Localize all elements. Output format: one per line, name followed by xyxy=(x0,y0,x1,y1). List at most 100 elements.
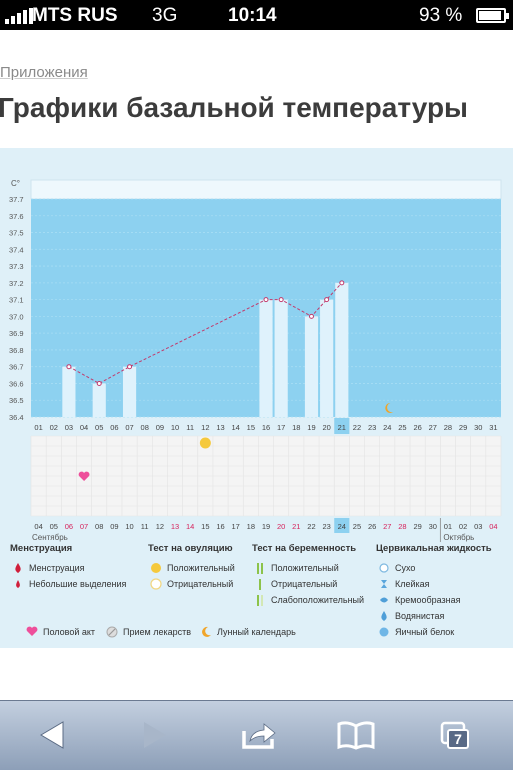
temperature-bar xyxy=(122,366,137,417)
temperature-bar xyxy=(62,366,76,417)
bottom-axis-day-label: 12 xyxy=(156,522,164,531)
legend-ovulation: Тест на овуляцию Положительный Отрицател… xyxy=(148,543,235,590)
legend-medication: Прием лекарств xyxy=(104,626,191,638)
breadcrumb[interactable]: Приложения xyxy=(0,64,88,81)
bookmarks-button[interactable] xyxy=(334,715,378,755)
temperature-bar xyxy=(92,383,106,417)
carrier-label: MTS RUS xyxy=(32,5,118,26)
back-icon xyxy=(40,721,64,749)
pill-icon xyxy=(104,626,120,638)
sun-filled-icon xyxy=(148,562,164,574)
dry-icon xyxy=(376,563,392,573)
y-tick-label: 37.4 xyxy=(9,245,24,254)
y-tick-label: 36.9 xyxy=(9,329,24,338)
forward-icon xyxy=(144,722,166,748)
bottom-axis-day-label: 24 xyxy=(338,522,346,531)
bottom-axis-day-label: 07 xyxy=(80,522,88,531)
moon-marker xyxy=(385,403,394,413)
bottom-axis-day-label: 16 xyxy=(216,522,224,531)
temperature-point xyxy=(278,297,284,303)
drop-icon xyxy=(10,563,26,573)
legend-intercourse: Половой акт xyxy=(24,626,95,637)
top-axis-day-label: 08 xyxy=(141,423,149,432)
top-axis-day-label: 17 xyxy=(277,423,285,432)
legend-menstruation: Менструация Менструация Небольшие выделе… xyxy=(10,543,127,589)
top-axis-day-label: 11 xyxy=(186,423,194,432)
bottom-axis-day-label: 04 xyxy=(34,522,42,531)
top-axis-day-label: 18 xyxy=(292,423,300,432)
y-tick-label: 37.7 xyxy=(9,195,24,204)
network-label: 3G xyxy=(152,5,178,26)
bottom-axis-day-label: 03 xyxy=(474,522,482,531)
bbt-chart: 37.7 37.6 37.5 37.4 37.3 37.2 37.1 37.0 36.9 36.8… xyxy=(9,179,502,542)
temperature-bar xyxy=(259,299,273,417)
top-axis-day-label: 29 xyxy=(459,423,467,432)
temperature-point xyxy=(324,297,330,303)
legend-pregnancy: Тест на беременность Положительный Отриц… xyxy=(252,543,365,606)
top-axis-day-label: 06 xyxy=(110,423,118,432)
bottom-axis-day-label: 20 xyxy=(277,522,285,531)
sun-empty-icon xyxy=(148,578,164,590)
top-axis-day-label: 31 xyxy=(489,423,497,432)
y-tick-label: 37.6 xyxy=(9,212,24,221)
bottom-axis-day-label: 26 xyxy=(368,522,376,531)
temperature-point xyxy=(339,280,345,286)
signal-icon xyxy=(5,8,33,24)
legend-moon: Лунный календарь xyxy=(198,626,296,638)
temperature-point xyxy=(127,364,133,370)
y-tick-label: 36.7 xyxy=(9,363,24,372)
y-tick-label: 36.6 xyxy=(9,379,24,388)
bottom-axis-day-label: 10 xyxy=(125,522,133,531)
bottom-axis-day-label: 11 xyxy=(141,522,149,531)
forward-button[interactable] xyxy=(133,715,177,755)
top-axis-day-label: 15 xyxy=(247,423,255,432)
highlight-day-cell xyxy=(334,518,350,533)
chart-legend: Менструация Менструация Небольшие выделе… xyxy=(0,543,513,643)
bottom-axis-day-label: 14 xyxy=(186,522,194,531)
y-tick-label: 36.8 xyxy=(9,346,24,355)
temperature-point xyxy=(263,297,269,303)
watery-icon xyxy=(376,611,392,621)
top-axis-day-label: 14 xyxy=(232,423,240,432)
status-bar: MTS RUS 3G 10:14 93 % xyxy=(0,0,513,30)
top-axis-day-label: 30 xyxy=(474,423,482,432)
bottom-axis-day-label: 25 xyxy=(353,522,361,531)
top-axis-day-label: 05 xyxy=(95,423,103,432)
bottom-axis-day-label: 18 xyxy=(247,522,255,531)
bottom-axis-day-label: 06 xyxy=(65,522,73,531)
top-axis-day-label: 13 xyxy=(216,423,224,432)
bottom-axis-day-label: 13 xyxy=(171,522,179,531)
intercourse-marker xyxy=(78,471,90,481)
share-button[interactable] xyxy=(237,715,281,755)
top-axis-day-label: 26 xyxy=(413,423,421,432)
top-axis-day-label: 21 xyxy=(338,423,346,432)
back-button[interactable] xyxy=(30,715,74,755)
bottom-axis-day-label: 23 xyxy=(322,522,330,531)
bookmarks-icon xyxy=(337,721,375,750)
y-tick-label: 37.5 xyxy=(9,229,24,238)
bottom-axis-day-label: 21 xyxy=(292,522,300,531)
moon-icon xyxy=(198,626,214,638)
tabs-button[interactable]: 7 xyxy=(436,715,480,755)
single-strip-icon xyxy=(252,578,268,590)
tabs-count: 7 xyxy=(447,729,469,749)
share-icon xyxy=(242,723,276,749)
bottom-axis-day-label: 01 xyxy=(444,522,452,531)
bottom-axis-day-label: 02 xyxy=(459,522,467,531)
y-tick-label: 37.3 xyxy=(9,262,24,271)
month-label-left: Сентябрь xyxy=(32,533,68,542)
highlight-day-cell xyxy=(334,418,350,434)
top-axis-day-label: 02 xyxy=(50,423,58,432)
temperature-line xyxy=(68,282,343,385)
bottom-axis-day-label: 27 xyxy=(383,522,391,531)
heart-icon xyxy=(24,626,40,637)
ovulation-marker xyxy=(199,437,211,449)
battery-icon xyxy=(476,8,509,23)
temperature-bar xyxy=(274,299,288,417)
month-label-right: Октябрь xyxy=(443,533,474,542)
y-tick-label: 37.2 xyxy=(9,279,24,288)
small-drop-icon xyxy=(10,580,26,588)
faint-strip-icon xyxy=(252,594,268,606)
top-axis-day-label: 23 xyxy=(368,423,376,432)
bottom-axis-day-label: 19 xyxy=(262,522,270,531)
